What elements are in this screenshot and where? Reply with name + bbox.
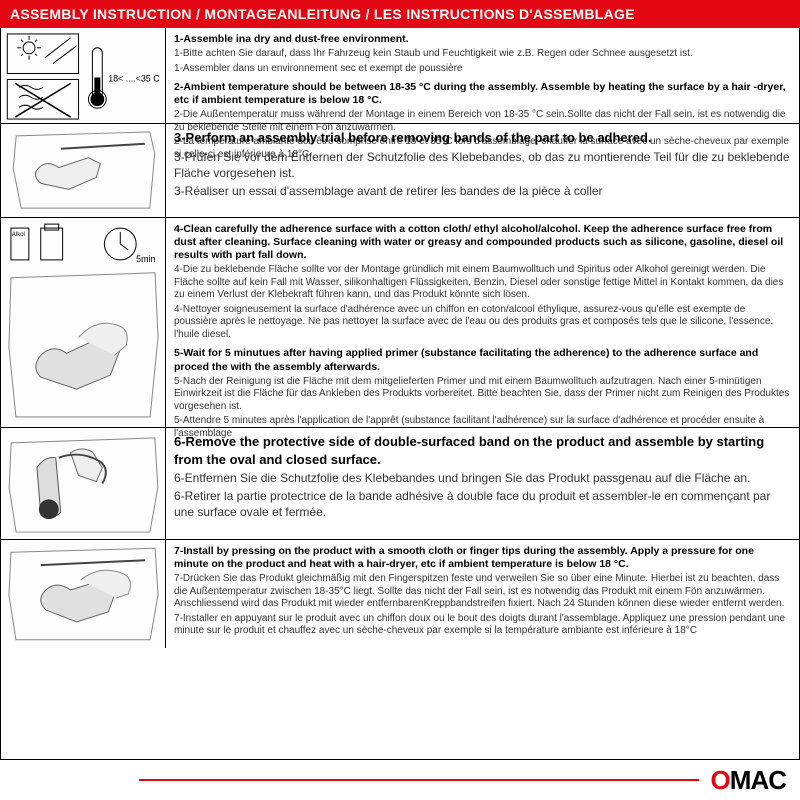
step-bold-line: 2-Ambient temperature should be between … xyxy=(174,81,791,107)
instruction-row: 18< ....<35 C 1-Assemble ina dry and dus… xyxy=(1,28,799,124)
instruction-row: 6-Remove the protective side of double-s… xyxy=(1,428,799,540)
step-translation-line: 7-Drücken Sie das Produkt gleichmäßig mi… xyxy=(174,573,791,611)
brand-logo: OMAC xyxy=(711,765,786,796)
instruction-row: Alkol 5min 4-Clean carefully the adheren… xyxy=(1,218,799,428)
step-translation-line: 3-Réaliser un essai d'assemblage avant d… xyxy=(174,183,791,199)
step-translation-line: 3-Prüfen Sie vor dem Entfernen der Schut… xyxy=(174,149,791,181)
step-bold-line: 4-Clean carefully the adherence surface … xyxy=(174,223,791,262)
step-text: 4-Clean carefully the adherence surface … xyxy=(166,218,799,427)
step-text: 7-Install by pressing on the product wit… xyxy=(166,540,799,648)
step-translation-line: 1-Bitte achten Sie darauf, dass Ihr Fahr… xyxy=(174,48,791,61)
step-translation-line: 1-Assembler dans un environnement sec et… xyxy=(174,63,791,76)
step-text: 6-Remove the protective side of double-s… xyxy=(166,428,799,539)
instruction-sheet: ASSEMBLY INSTRUCTION / MONTAGEANLEITUNG … xyxy=(0,0,800,800)
step-illustration xyxy=(1,428,166,539)
step-illustration: 18< ....<35 C xyxy=(1,28,166,123)
step-illustration xyxy=(1,124,166,217)
step-bold-line: 1-Assemble ina dry and dust-free environ… xyxy=(174,33,791,46)
step-bold-line: 7-Install by pressing on the product wit… xyxy=(174,545,791,571)
instruction-row: 7-Install by pressing on the product wit… xyxy=(1,540,799,648)
step-translation-line: 5-Nach der Reinigung ist die Fläche mit … xyxy=(174,376,791,414)
step-translation-line: 6-Entfernen Sie die Schutzfolie des Kleb… xyxy=(174,470,791,486)
step-translation-line: 6-Retirer la partie protectrice de la ba… xyxy=(174,488,791,520)
page-title: ASSEMBLY INSTRUCTION / MONTAGEANLEITUNG … xyxy=(0,0,800,28)
instruction-row: 3-Perform an assembly trial before remov… xyxy=(1,124,799,218)
step-text: 1-Assemble ina dry and dust-free environ… xyxy=(166,28,799,123)
svg-text:18< ....<35 C: 18< ....<35 C xyxy=(108,73,160,83)
step-illustration: Alkol 5min xyxy=(1,218,166,427)
footer: OMAC xyxy=(0,760,800,800)
step-text: 3-Perform an assembly trial before remov… xyxy=(166,124,799,217)
step-translation-line: 7-Installer en appuyant sur le produit a… xyxy=(174,613,791,638)
step-bold-line: 6-Remove the protective side of double-s… xyxy=(174,433,791,468)
svg-text:5min: 5min xyxy=(136,254,155,264)
step-bold-line: 3-Perform an assembly trial before remov… xyxy=(174,129,791,147)
step-translation-line: 4-Nettoyer soigneusement la surface d'ad… xyxy=(174,304,791,342)
step-translation-line: 4-Die zu beklebende Fläche sollte vor de… xyxy=(174,264,791,302)
instruction-rows: 18< ....<35 C 1-Assemble ina dry and dus… xyxy=(0,28,800,760)
step-bold-line: 5-Wait for 5 minutues after having appli… xyxy=(174,347,791,373)
footer-divider xyxy=(139,779,699,781)
svg-text:Alkol: Alkol xyxy=(12,232,25,238)
step-illustration xyxy=(1,540,166,648)
